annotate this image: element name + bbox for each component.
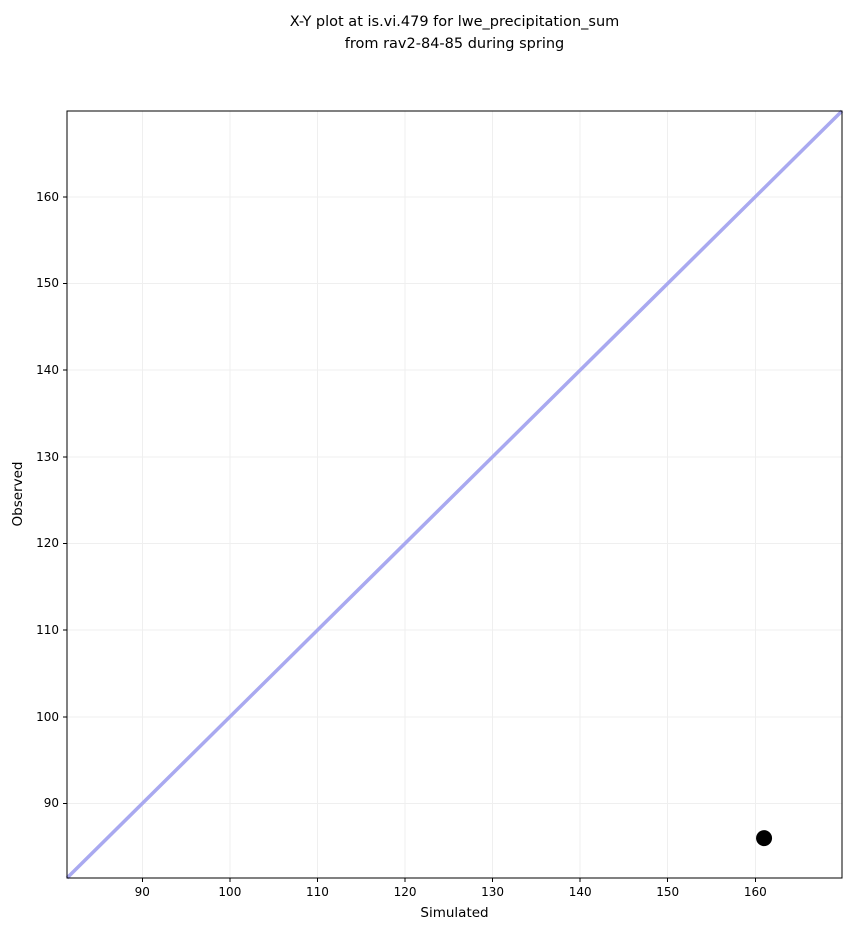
x-tick-label: 120 (393, 885, 417, 899)
x-tick-label: 90 (134, 885, 150, 899)
x-axis-label: Simulated (420, 905, 489, 921)
chart-title-line-1: X-Y plot at is.vi.479 for lwe_precipitat… (289, 14, 620, 30)
x-tick-label: 110 (305, 885, 329, 899)
y-tick-label: 160 (36, 189, 59, 204)
x-tick-label: 100 (218, 885, 242, 899)
y-tick-label: 130 (36, 449, 59, 464)
chart-title-line-2: from rav2-84-85 during spring (344, 36, 565, 52)
x-tick-label: 150 (656, 885, 680, 899)
plot-border (66, 110, 843, 879)
y-tick-label: 150 (36, 276, 59, 291)
y-tick-label: 100 (36, 709, 59, 724)
y-axis-label: Observed (10, 461, 26, 527)
y-tick-label: 140 (36, 363, 59, 378)
x-tick-label: 160 (743, 885, 767, 899)
y-tick-label: 120 (36, 536, 59, 551)
y-tick-label: 90 (43, 796, 59, 811)
scatter-point (756, 830, 773, 847)
chart-title: X-Y plot at is.vi.479 for lwe_precipitat… (67, 11, 842, 55)
x-tick-label: 130 (481, 885, 505, 899)
x-tick-label: 140 (568, 885, 592, 899)
y-tick-label: 110 (36, 623, 59, 638)
identity-line (65, 109, 844, 880)
